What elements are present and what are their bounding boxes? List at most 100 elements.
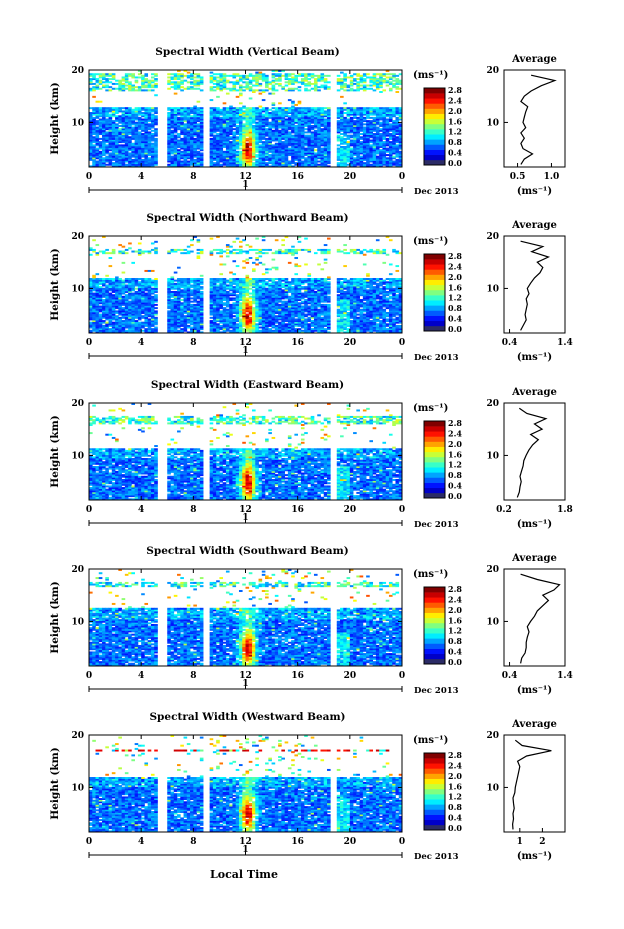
heatmap-cell <box>137 113 142 116</box>
heatmap-cell <box>265 152 269 155</box>
heatmap-cell <box>186 154 191 157</box>
heatmap-cell <box>186 121 191 124</box>
heatmap-cell <box>183 144 188 147</box>
heatmap-cell <box>190 149 194 152</box>
heatmap-cell <box>238 150 243 153</box>
heatmap-cell <box>248 81 253 84</box>
heatmap-cell <box>190 141 194 144</box>
heatmap-cell <box>95 142 100 145</box>
heatmap-cell <box>150 108 155 111</box>
heatmap-cell <box>121 128 126 131</box>
heatmap-cell <box>232 136 237 139</box>
heatmap-cell <box>375 155 380 158</box>
heatmap-cell <box>248 82 253 85</box>
heatmap-cell <box>271 137 276 140</box>
heatmap-cell <box>177 110 181 113</box>
heatmap-cell <box>297 150 302 153</box>
heatmap-cell <box>216 134 220 137</box>
heatmap-cell <box>121 154 126 157</box>
heatmap-cell <box>128 141 132 144</box>
heatmap-cell <box>297 162 302 165</box>
heatmap-cell <box>225 149 230 152</box>
heatmap-cell <box>167 123 171 126</box>
heatmap-cell <box>180 126 184 129</box>
heatmap-cell <box>121 245 126 248</box>
heatmap-cell <box>199 131 204 134</box>
heatmap-cell <box>278 155 282 158</box>
heatmap-cell <box>212 123 217 126</box>
heatmap-cell <box>284 163 289 166</box>
heatmap-cell <box>258 150 263 153</box>
heatmap-cell <box>121 152 126 155</box>
heatmap-cell <box>131 144 135 147</box>
heatmap-cell <box>121 124 126 127</box>
heatmap-cell <box>284 84 289 87</box>
heatmap-cell <box>385 107 390 110</box>
heatmap-cell <box>366 120 370 123</box>
heatmap-cell <box>89 154 93 157</box>
heatmap-cell <box>98 120 103 123</box>
heatmap-cell <box>209 237 214 240</box>
heatmap-cell <box>134 126 139 129</box>
heatmap-cell <box>128 126 132 129</box>
heatmap-cell <box>147 113 152 116</box>
heatmap-cell <box>219 157 224 160</box>
heatmap-cell <box>186 87 191 90</box>
heatmap-cell <box>212 112 217 114</box>
heatmap-cell <box>294 149 299 152</box>
heatmap-cell <box>137 108 142 111</box>
heatmap-cell <box>98 305 103 308</box>
colorbar-tick-label: 2.4 <box>448 95 462 105</box>
heatmap-cell <box>265 76 269 79</box>
heatmap-cell <box>190 139 194 142</box>
heatmap-cell <box>92 150 96 153</box>
heatmap-cell <box>343 89 347 92</box>
heatmap-cell <box>108 328 113 331</box>
heatmap-cell <box>212 158 217 161</box>
heatmap-cell <box>115 112 119 114</box>
heatmap-cell <box>222 115 227 118</box>
heatmap-cell <box>180 116 184 119</box>
heatmap-cell <box>265 155 269 158</box>
heatmap-cell <box>281 113 285 116</box>
heatmap-cell <box>265 162 269 165</box>
heatmap-cell <box>356 116 360 119</box>
heatmap-cell <box>232 152 237 155</box>
heatmap-cell <box>212 152 217 155</box>
heatmap-cell <box>379 128 383 131</box>
heatmap-cell <box>219 136 224 139</box>
heatmap-cell <box>258 123 263 126</box>
heatmap-cell <box>252 126 256 129</box>
heatmap-cell <box>193 133 197 136</box>
heatmap-cell <box>98 73 103 76</box>
heatmap-cell <box>102 84 106 87</box>
heatmap-cell <box>209 115 214 118</box>
heatmap-cell <box>235 141 240 144</box>
heatmap-cell <box>186 71 191 74</box>
heatmap-cell <box>173 118 178 121</box>
heatmap-cell <box>173 163 178 166</box>
heatmap-cell <box>141 78 145 81</box>
heatmap-cell <box>222 79 227 82</box>
heatmap-cell <box>268 124 272 127</box>
heatmap-cell <box>265 145 269 148</box>
heatmap-cell <box>281 131 285 134</box>
heatmap-cell <box>105 321 109 324</box>
heatmap-cell <box>274 162 279 165</box>
heatmap-cell <box>274 74 279 77</box>
heatmap-cell <box>258 108 263 111</box>
heatmap-cell <box>144 139 149 142</box>
heatmap-cell <box>229 112 233 114</box>
heatmap-cell <box>258 76 263 79</box>
heatmap-cell <box>274 89 279 92</box>
heatmap-cell <box>271 103 276 106</box>
heatmap-cell <box>131 86 135 89</box>
heatmap-cell <box>98 144 103 147</box>
heatmap-cell <box>287 107 292 110</box>
heatmap-cell <box>258 144 263 147</box>
heatmap-cell <box>190 76 194 79</box>
heatmap-cell <box>225 134 230 137</box>
heatmap-cell <box>245 144 250 147</box>
heatmap-cell <box>261 141 266 144</box>
heatmap-cell <box>235 128 240 131</box>
